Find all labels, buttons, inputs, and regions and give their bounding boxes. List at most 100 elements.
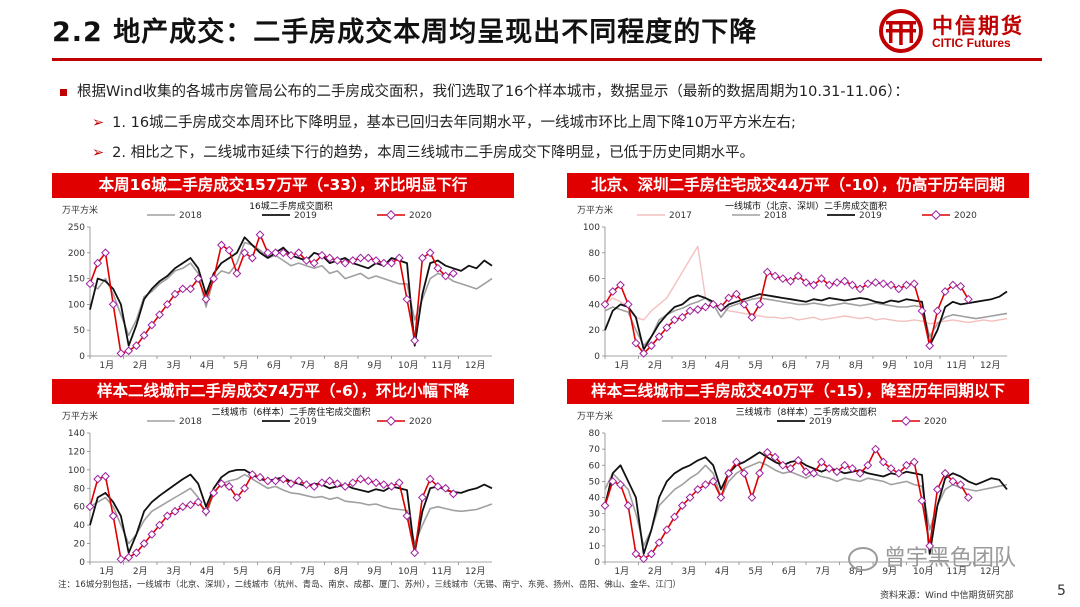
data-point (832, 467, 842, 477)
data-point (116, 349, 126, 358)
data-point (917, 306, 927, 316)
data-point (271, 248, 280, 258)
data-point (247, 253, 257, 263)
data-point (124, 553, 134, 562)
data-point (186, 500, 195, 510)
data-point (708, 300, 718, 309)
legend-marker (386, 210, 396, 220)
data-point (448, 489, 458, 499)
data-point (170, 289, 180, 299)
data-point (302, 480, 311, 489)
sub-point-2: ➢ 2. 相比之下，二线城市延续下行的趋势，本周三线城市二手房成交下降明显，已低于… (92, 141, 754, 162)
legend-marker (901, 416, 911, 426)
data-point (600, 300, 610, 309)
data-point (371, 478, 381, 488)
x-tick-label: 9月 (367, 566, 382, 577)
series-line-2018 (89, 241, 493, 337)
data-point (240, 248, 249, 258)
title-underline (52, 58, 1042, 61)
data-point (433, 263, 443, 273)
chart-panel-16-cities: 本周16城二手房成交157万平（-33），环比明显下行 万平方米 16城二手房成交… (52, 173, 514, 378)
data-point (302, 256, 311, 265)
y-tick-label: 10 (589, 542, 601, 552)
data-point (778, 460, 788, 470)
data-point (832, 278, 842, 287)
data-point (186, 284, 195, 294)
data-point (685, 493, 695, 502)
data-point (940, 287, 950, 296)
data-source: 资料来源：Wind 中信期货研究部 (880, 591, 1014, 601)
data-point (147, 320, 157, 330)
data-point (608, 476, 618, 486)
data-point (379, 258, 389, 268)
x-tick-label: 10月 (398, 360, 418, 371)
x-tick-label: 2月 (133, 566, 148, 577)
data-point (871, 278, 880, 287)
y-tick-label: 200 (68, 249, 85, 259)
data-point (894, 284, 904, 294)
data-point (693, 305, 703, 314)
data-point (263, 248, 273, 258)
y-tick-label: 100 (583, 223, 600, 233)
data-point (639, 554, 649, 564)
y-tick-label: 120 (68, 447, 85, 457)
data-point (878, 457, 888, 467)
data-point (170, 506, 180, 516)
bullet-square-icon (60, 88, 67, 96)
data-point (371, 256, 381, 265)
data-point (240, 483, 249, 493)
data-point (755, 300, 764, 309)
data-point (155, 310, 164, 320)
data-point (132, 548, 141, 558)
arrow-icon: ➢ (92, 145, 105, 161)
data-point (410, 336, 420, 345)
data-point (209, 274, 219, 283)
data-point (902, 280, 911, 290)
y-tick-label: 50 (74, 326, 86, 336)
x-tick-label: 8月 (334, 360, 349, 371)
data-point (425, 474, 435, 484)
x-tick-label: 8月 (849, 360, 864, 371)
y-axis-label: 万平方米 (62, 204, 98, 216)
data-point (217, 479, 226, 489)
chart-panel-tier1: 北京、深圳二手房住宅成交44万平（-10），仍高于历年同期 万平方米 一线城市（北… (567, 173, 1029, 378)
data-point (817, 274, 826, 283)
data-point (933, 306, 942, 316)
data-point (647, 549, 656, 559)
data-point (662, 323, 672, 333)
data-point (441, 483, 450, 493)
chart-title: 二线城市（6样本）二手房住宅成交面积 (212, 406, 371, 418)
watermark-text: 曾宇黑色团队 (884, 546, 1017, 571)
legend-marker (931, 210, 941, 220)
data-point (155, 520, 164, 530)
data-point (325, 253, 335, 263)
x-tick-label: 6月 (267, 566, 282, 577)
x-tick-label: 5月 (233, 360, 248, 371)
x-tick-label: 12月 (980, 360, 1000, 371)
data-point (85, 279, 95, 289)
data-point (93, 258, 103, 268)
data-point (278, 474, 288, 484)
x-tick-label: 1月 (99, 360, 114, 371)
data-point (956, 480, 965, 489)
data-point (716, 493, 726, 502)
data-point (840, 460, 850, 470)
chart-banner: 样本二线城市二手房成交74万平（-6），环比小幅下降 (52, 379, 514, 404)
sub-point-1: ➢ 1. 16城二手房成交本周环比下降明显，基本已回归去年同期水平，一线城市环比上… (92, 111, 796, 132)
y-axis-label: 万平方米 (577, 410, 613, 422)
data-point (848, 464, 857, 473)
data-point (333, 256, 342, 265)
x-tick-label: 4月 (200, 360, 215, 371)
chart-svg: 万平方米 二线城市（6样本）二手房住宅成交面积 2018 2019 2020 0 20 40 6… (62, 406, 493, 577)
x-tick-label: 12月 (465, 566, 485, 577)
data-point (963, 294, 973, 304)
data-point (309, 482, 319, 491)
data-point (255, 230, 265, 240)
y-tick-label: 80 (74, 484, 86, 494)
data-point (793, 271, 803, 281)
data-point (247, 470, 257, 479)
data-point (162, 300, 172, 309)
data-point (217, 240, 226, 250)
data-point (201, 294, 211, 304)
data-point (677, 312, 687, 322)
